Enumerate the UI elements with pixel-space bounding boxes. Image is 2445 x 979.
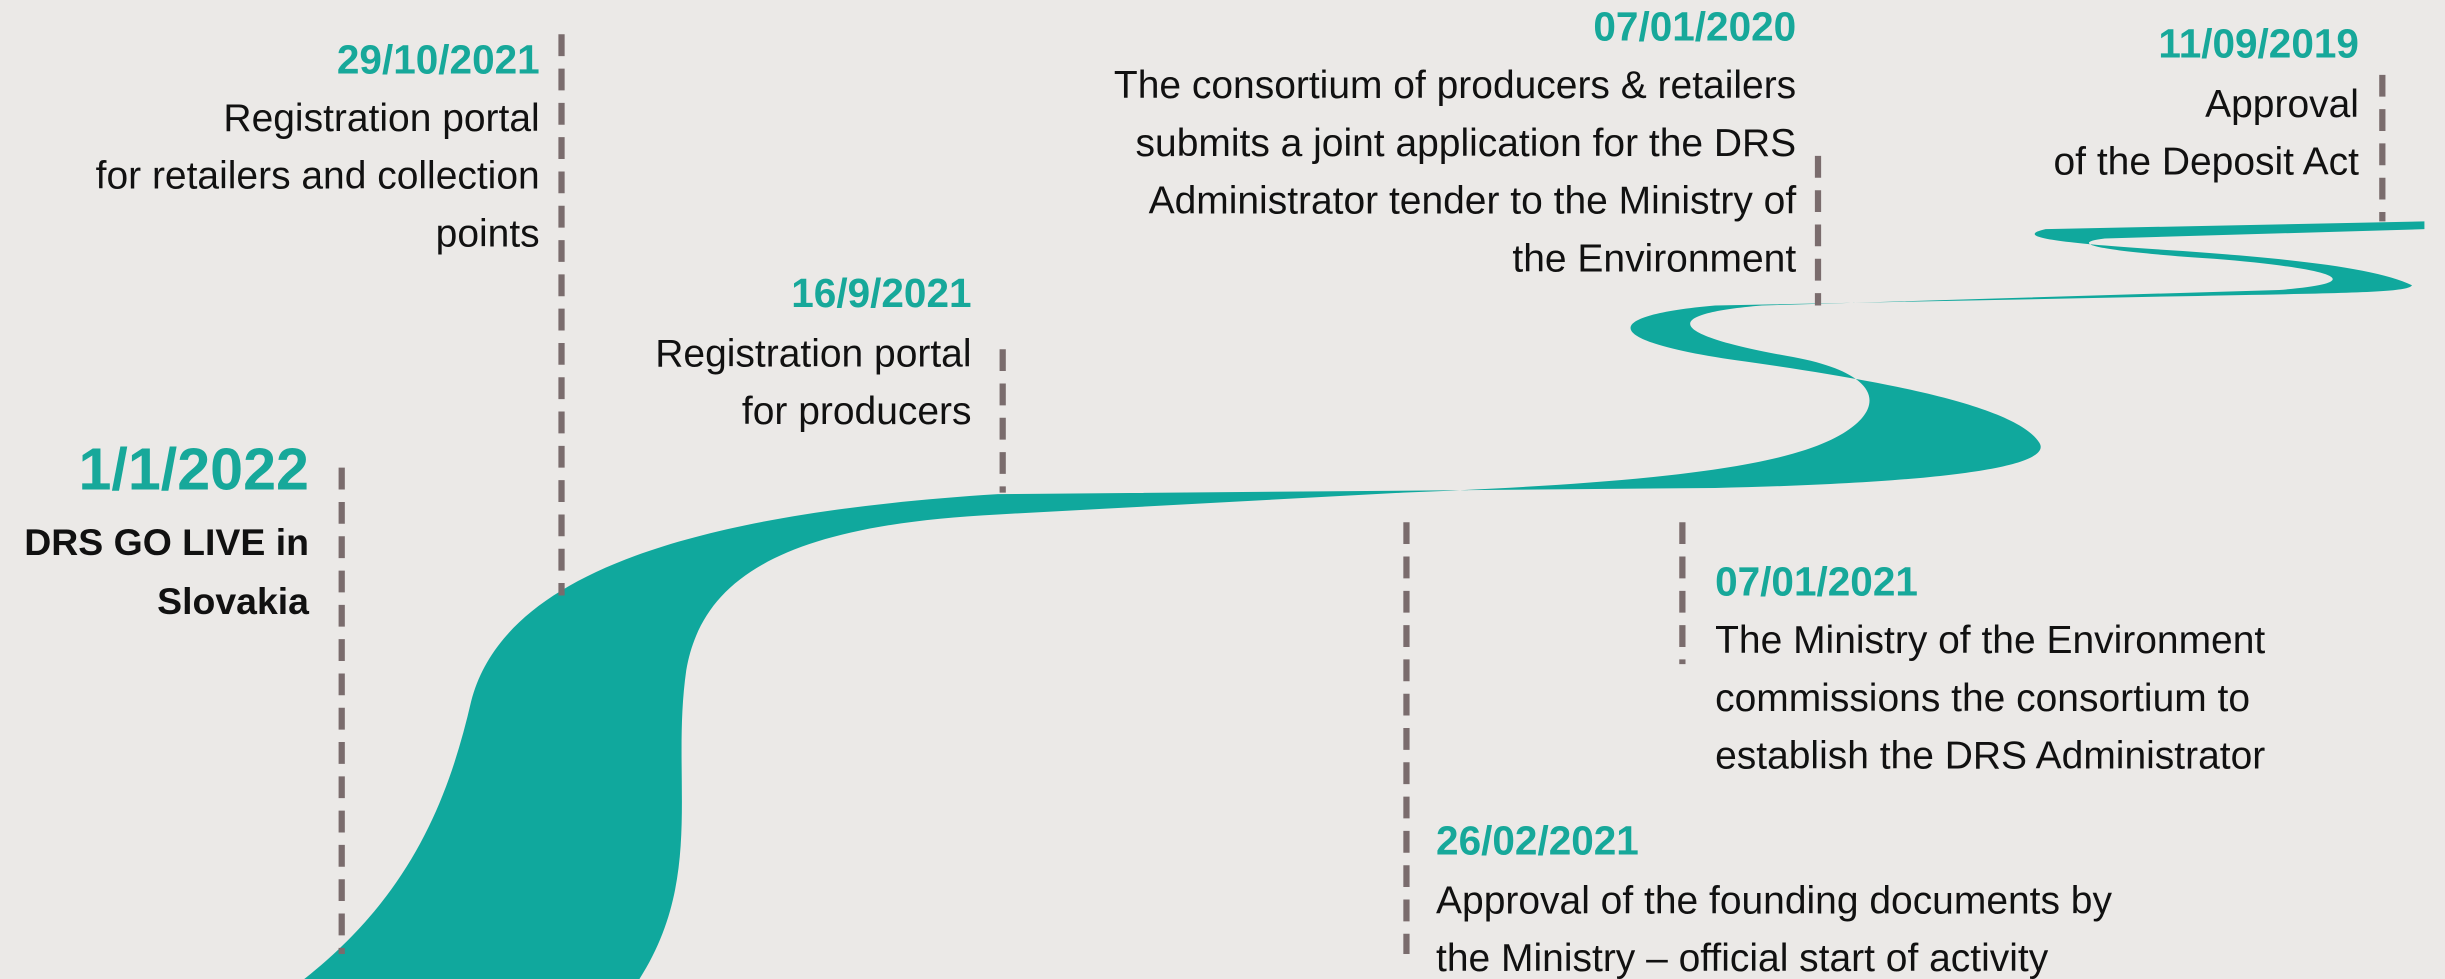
event-text: The Ministry of the Environment xyxy=(1715,619,2265,662)
event-text: Registration portal xyxy=(223,97,539,140)
event-date: 07/01/2021 xyxy=(1715,559,1918,605)
event-text: commissions the consortium to xyxy=(1715,677,2250,720)
event-text: submits a joint application for the DRS xyxy=(1136,122,1797,165)
event-text: the Environment xyxy=(1512,237,1796,280)
event-date: 1/1/2022 xyxy=(78,436,309,503)
event-text: establish the DRS Administrator xyxy=(1715,735,2265,778)
event-text: Administrator tender to the Ministry of xyxy=(1149,180,1797,223)
timeline: 1/1/2022 DRS GO LIVE in Slovakia 29/10/2021… xyxy=(0,0,2445,979)
event-text: of the Deposit Act xyxy=(2054,141,2360,184)
event-text: Registration portal xyxy=(655,332,971,375)
event-text: Approval of the founding documents by xyxy=(1436,880,2112,923)
event-date: 29/10/2021 xyxy=(337,36,540,82)
event-text: DRS GO LIVE in xyxy=(24,521,309,563)
event-text: points xyxy=(436,212,540,255)
event-text: The consortium of producers & retailers xyxy=(1114,64,1796,107)
event-text: for retailers and collection xyxy=(96,155,540,198)
page: 1/1/2022 DRS GO LIVE in Slovakia 29/10/2021… xyxy=(0,0,2445,979)
event-date: 07/01/2020 xyxy=(1593,4,1796,50)
event-date: 11/09/2019 xyxy=(2158,21,2359,67)
event-text: for producers xyxy=(742,390,972,433)
event-date: 26/02/2021 xyxy=(1436,817,1639,863)
event-text: Approval xyxy=(2205,83,2359,126)
event-text: Slovakia xyxy=(157,580,310,622)
event-date: 16/9/2021 xyxy=(791,270,971,316)
event-text: the Ministry – official start of activit… xyxy=(1436,937,2049,979)
